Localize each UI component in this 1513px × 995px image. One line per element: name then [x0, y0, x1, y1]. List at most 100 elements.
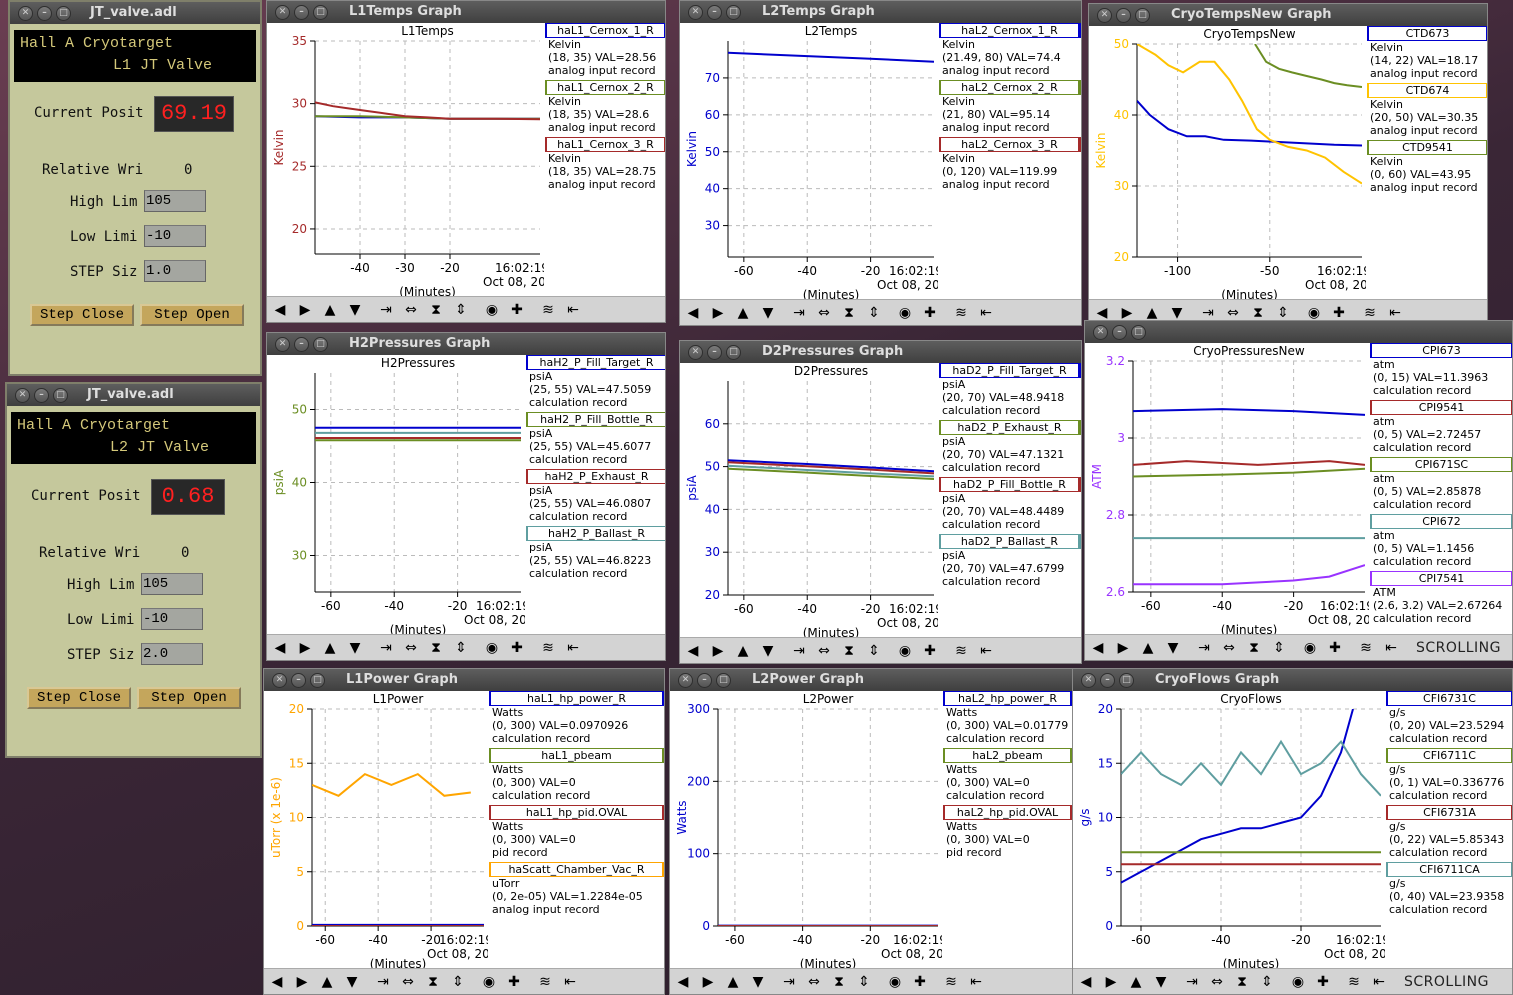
pan-right-icon[interactable]: ▶ [712, 642, 724, 659]
export-icon[interactable]: ⇤ [564, 973, 576, 990]
zoom-out-x-icon[interactable]: ⇔ [1227, 304, 1239, 321]
title-bar[interactable]: ✕ – □ JT_valve.adl [10, 2, 260, 24]
add-icon[interactable]: ✚ [1317, 973, 1329, 990]
zoom-out-y-icon[interactable]: ⇕ [455, 639, 467, 656]
legend-entry[interactable]: CTD9541 Kelvin (0, 60) VAL=43.95 analog inp… [1367, 140, 1487, 194]
config-icon[interactable]: ≋ [1364, 304, 1376, 321]
close-icon[interactable]: ✕ [18, 6, 33, 21]
config-icon[interactable]: ≋ [955, 304, 967, 321]
export-icon[interactable]: ⇤ [980, 304, 992, 321]
minimize-icon[interactable]: – [707, 5, 722, 20]
maximize-icon[interactable]: □ [313, 5, 328, 20]
minimize-icon[interactable]: – [707, 345, 722, 360]
zoom-out-y-icon[interactable]: ⇕ [1277, 304, 1289, 321]
close-icon[interactable]: ✕ [688, 345, 703, 360]
zoom-in-x-icon[interactable]: ⇥ [1198, 639, 1210, 656]
pan-left-icon[interactable]: ◀ [274, 639, 286, 656]
zoom-in-y-icon[interactable]: ⧗ [834, 973, 844, 990]
pan-up-icon[interactable]: ▲ [1142, 639, 1154, 656]
add-icon[interactable]: ✚ [914, 973, 926, 990]
legend-entry[interactable]: CTD673 Kelvin (14, 22) VAL=18.17 analog inp… [1367, 26, 1487, 80]
legend-entry[interactable]: haL1_Cernox_2_R Kelvin (18, 35) VAL=28.6 an… [545, 80, 665, 134]
legend-entry[interactable]: CPI672 atm (0, 5) VAL=1.1456 calculation re… [1370, 514, 1512, 568]
step-open-button[interactable]: Step Open [137, 687, 241, 709]
high-limit-input[interactable]: 105 [141, 573, 203, 595]
minimize-icon[interactable]: – [1112, 325, 1127, 340]
title-bar[interactable]: ✕ – □ CryoTempsNew Graph [1089, 4, 1487, 26]
pan-down-icon[interactable]: ▼ [762, 304, 774, 321]
title-bar[interactable]: ✕ – □ D2Pressures Graph [680, 341, 1081, 363]
legend-entry[interactable]: haL1_Cernox_3_R Kelvin (18, 35) VAL=28.75 a… [545, 137, 665, 191]
maximize-icon[interactable]: □ [56, 6, 71, 21]
zoom-in-x-icon[interactable]: ⇥ [380, 301, 392, 318]
legend-entry[interactable]: haD2_P_Fill_Bottle_R psiA (20, 70) VAL=48.… [939, 477, 1081, 531]
pan-left-icon[interactable]: ◀ [274, 301, 286, 318]
pan-down-icon[interactable]: ▼ [1167, 639, 1179, 656]
close-icon[interactable]: ✕ [15, 388, 30, 403]
pan-left-icon[interactable]: ◀ [677, 973, 689, 990]
config-icon[interactable]: ≋ [945, 973, 957, 990]
pan-up-icon[interactable]: ▲ [1146, 304, 1158, 321]
add-icon[interactable]: ✚ [1333, 304, 1345, 321]
pan-down-icon[interactable]: ▼ [1155, 973, 1167, 990]
pan-down-icon[interactable]: ▼ [349, 301, 361, 318]
legend-entry[interactable]: haD2_P_Ballast_R psiA (20, 70) VAL=47.6799… [939, 534, 1081, 588]
zoom-in-x-icon[interactable]: ⇥ [1186, 973, 1198, 990]
pan-left-icon[interactable]: ◀ [1096, 304, 1108, 321]
config-icon[interactable]: ≋ [1360, 639, 1372, 656]
maximize-icon[interactable]: □ [1135, 8, 1150, 23]
close-icon[interactable]: ✕ [275, 337, 290, 352]
pan-right-icon[interactable]: ▶ [1105, 973, 1117, 990]
export-icon[interactable]: ⇤ [970, 973, 982, 990]
close-icon[interactable]: ✕ [272, 673, 287, 688]
pan-right-icon[interactable]: ▶ [1117, 639, 1129, 656]
legend-entry[interactable]: haL2_Cernox_2_R Kelvin (21, 80) VAL=95.14 a… [939, 80, 1081, 134]
legend-entry[interactable]: CPI9541 atm (0, 5) VAL=2.72457 calculation … [1370, 400, 1512, 454]
zoom-in-y-icon[interactable]: ⧗ [844, 304, 854, 321]
pan-left-icon[interactable]: ◀ [687, 304, 699, 321]
minimize-icon[interactable]: – [291, 673, 306, 688]
step-open-button[interactable]: Step Open [140, 304, 244, 326]
zoom-out-x-icon[interactable]: ⇔ [1211, 973, 1223, 990]
zoom-in-x-icon[interactable]: ⇥ [380, 639, 392, 656]
legend-entry[interactable]: CFI6731A g/s (0, 22) VAL=5.85343 calculatio… [1386, 805, 1512, 859]
zoom-out-x-icon[interactable]: ⇔ [808, 973, 820, 990]
pan-down-icon[interactable]: ▼ [1171, 304, 1183, 321]
maximize-icon[interactable]: □ [1119, 673, 1134, 688]
maximize-icon[interactable]: □ [53, 388, 68, 403]
legend-entry[interactable]: haD2_P_Exhaust_R psiA (20, 70) VAL=47.1321… [939, 420, 1081, 474]
zoom-in-x-icon[interactable]: ⇥ [377, 973, 389, 990]
zoom-out-y-icon[interactable]: ⇕ [1261, 973, 1273, 990]
reset-icon[interactable]: ◉ [1291, 973, 1305, 990]
minimize-icon[interactable]: – [1116, 8, 1131, 23]
chart-cryopressuresnew[interactable]: CryoPressuresNew 2.6 2.8 3 3.2 -60 -40 -20 16:02… [1085, 343, 1369, 636]
pan-up-icon[interactable]: ▲ [321, 973, 333, 990]
reset-icon[interactable]: ◉ [482, 973, 496, 990]
zoom-in-y-icon[interactable]: ⧗ [431, 639, 441, 656]
config-icon[interactable]: ≋ [1348, 973, 1360, 990]
chart-d2pressures[interactable]: D2Pressures 20 30 40 50 60 -60 -40 -20 16:02:19Oc… [680, 363, 938, 639]
legend-entry[interactable]: CPI7541 ATM (2.6, 3.2) VAL=2.67264 calculat… [1370, 571, 1512, 625]
zoom-out-x-icon[interactable]: ⇔ [818, 304, 830, 321]
close-icon[interactable]: ✕ [1081, 673, 1096, 688]
add-icon[interactable]: ✚ [511, 639, 523, 656]
close-icon[interactable]: ✕ [1097, 8, 1112, 23]
reset-icon[interactable]: ◉ [898, 642, 912, 659]
pan-up-icon[interactable]: ▲ [1130, 973, 1142, 990]
zoom-out-y-icon[interactable]: ⇕ [452, 973, 464, 990]
reset-icon[interactable]: ◉ [1303, 639, 1317, 656]
pan-down-icon[interactable]: ▼ [762, 642, 774, 659]
pan-left-icon[interactable]: ◀ [1080, 973, 1092, 990]
pan-left-icon[interactable]: ◀ [687, 642, 699, 659]
maximize-icon[interactable]: □ [1131, 325, 1146, 340]
maximize-icon[interactable]: □ [310, 673, 325, 688]
legend-entry[interactable]: CFI6711C g/s (0, 1) VAL=0.336776 calculatio… [1386, 748, 1512, 802]
config-icon[interactable]: ≋ [539, 973, 551, 990]
legend-entry[interactable]: haD2_P_Fill_Target_R psiA (20, 70) VAL=48.… [939, 363, 1081, 417]
zoom-in-y-icon[interactable]: ⧗ [1249, 639, 1259, 656]
zoom-in-y-icon[interactable]: ⧗ [431, 301, 441, 318]
pan-right-icon[interactable]: ▶ [702, 973, 714, 990]
